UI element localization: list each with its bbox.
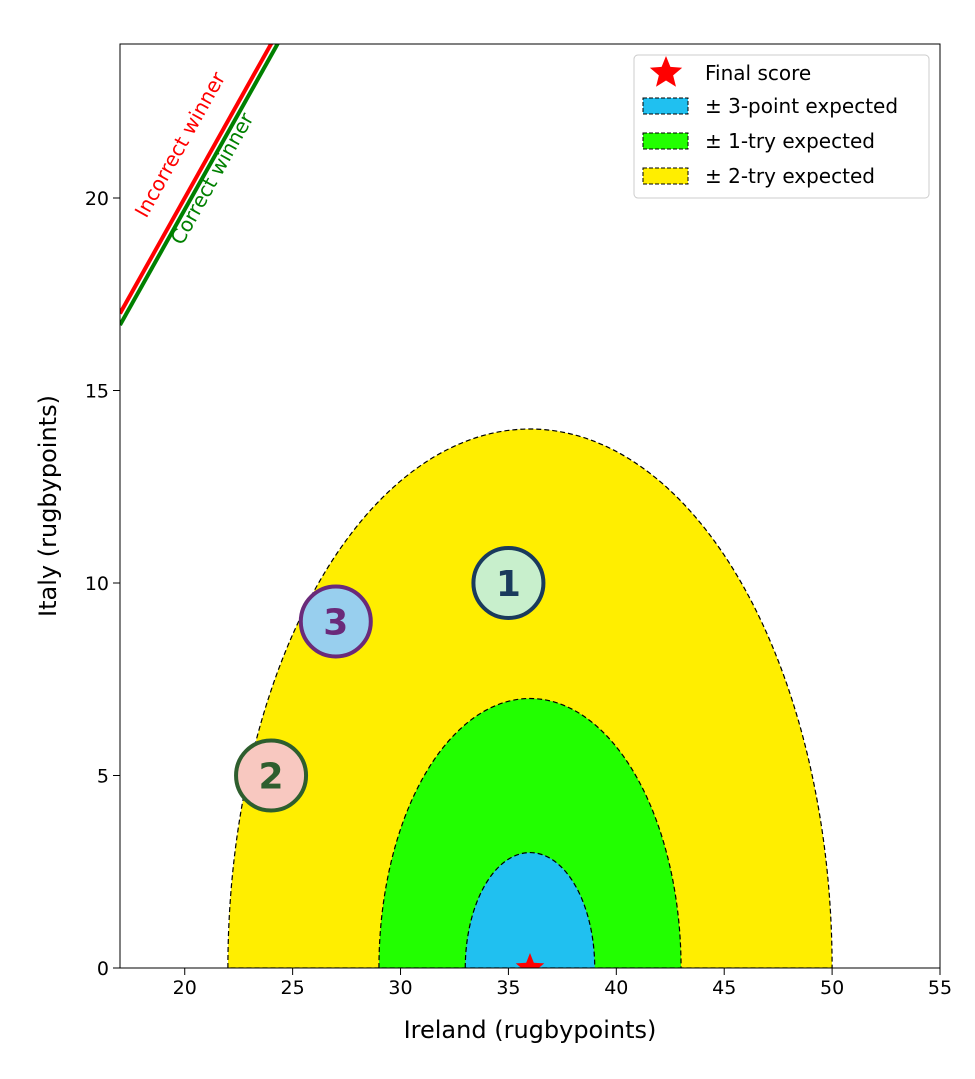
prediction-label-1: 1 — [496, 564, 521, 605]
legend-label: ± 2-try expected — [705, 164, 875, 188]
legend-star-icon — [649, 56, 683, 87]
winner-line-0 — [120, 44, 274, 315]
x-tick-label: 50 — [820, 977, 844, 999]
x-tick-label: 40 — [604, 977, 628, 999]
x-tick-label: 20 — [173, 977, 197, 999]
x-axis-label: Ireland (rugbypoints) — [404, 1016, 657, 1044]
region-2 — [464, 851, 596, 968]
plot-area: 1 2 3 — [120, 44, 833, 968]
y-axis-label: Italy (rugbypoints) — [34, 395, 62, 617]
y-tick-label: 20 — [85, 188, 109, 210]
y-tick-label: 0 — [97, 958, 109, 980]
y-tick-label: 10 — [85, 573, 109, 595]
y-tick-label: 15 — [85, 381, 109, 403]
legend-patch-3 — [642, 167, 689, 185]
plot-frame — [119, 43, 941, 969]
prediction-marker-3 — [298, 584, 373, 659]
winner-line-1 — [120, 44, 280, 327]
legend-patch-2 — [642, 132, 689, 150]
x-tick-label: 30 — [388, 977, 412, 999]
region-1 — [378, 697, 682, 968]
x-tick-label: 45 — [712, 977, 736, 999]
final-score-star — [515, 953, 545, 968]
x-tick-label: 55 — [928, 977, 952, 999]
prediction-label-2: 2 — [259, 757, 284, 798]
legend-box — [633, 54, 930, 199]
prediction-label-3: 3 — [323, 603, 348, 644]
legend: Final score ± 3-point expected ± 1-try exp… — [633, 54, 930, 199]
legend-label: ± 3-point expected — [705, 94, 898, 118]
prediction-marker-2 — [234, 738, 309, 813]
legend-label: Final score — [705, 61, 811, 85]
legend-label: ± 1-try expected — [705, 129, 875, 153]
x-tick-label: 35 — [496, 977, 520, 999]
y-tick-label: 5 — [97, 766, 109, 788]
prediction-marker-1 — [471, 546, 546, 620]
x-tick-label: 25 — [281, 977, 305, 999]
axes: 20 25 30 35 40 45 50 55 0 5 10 15 20 — [85, 188, 952, 999]
legend-patch-1 — [642, 97, 689, 115]
